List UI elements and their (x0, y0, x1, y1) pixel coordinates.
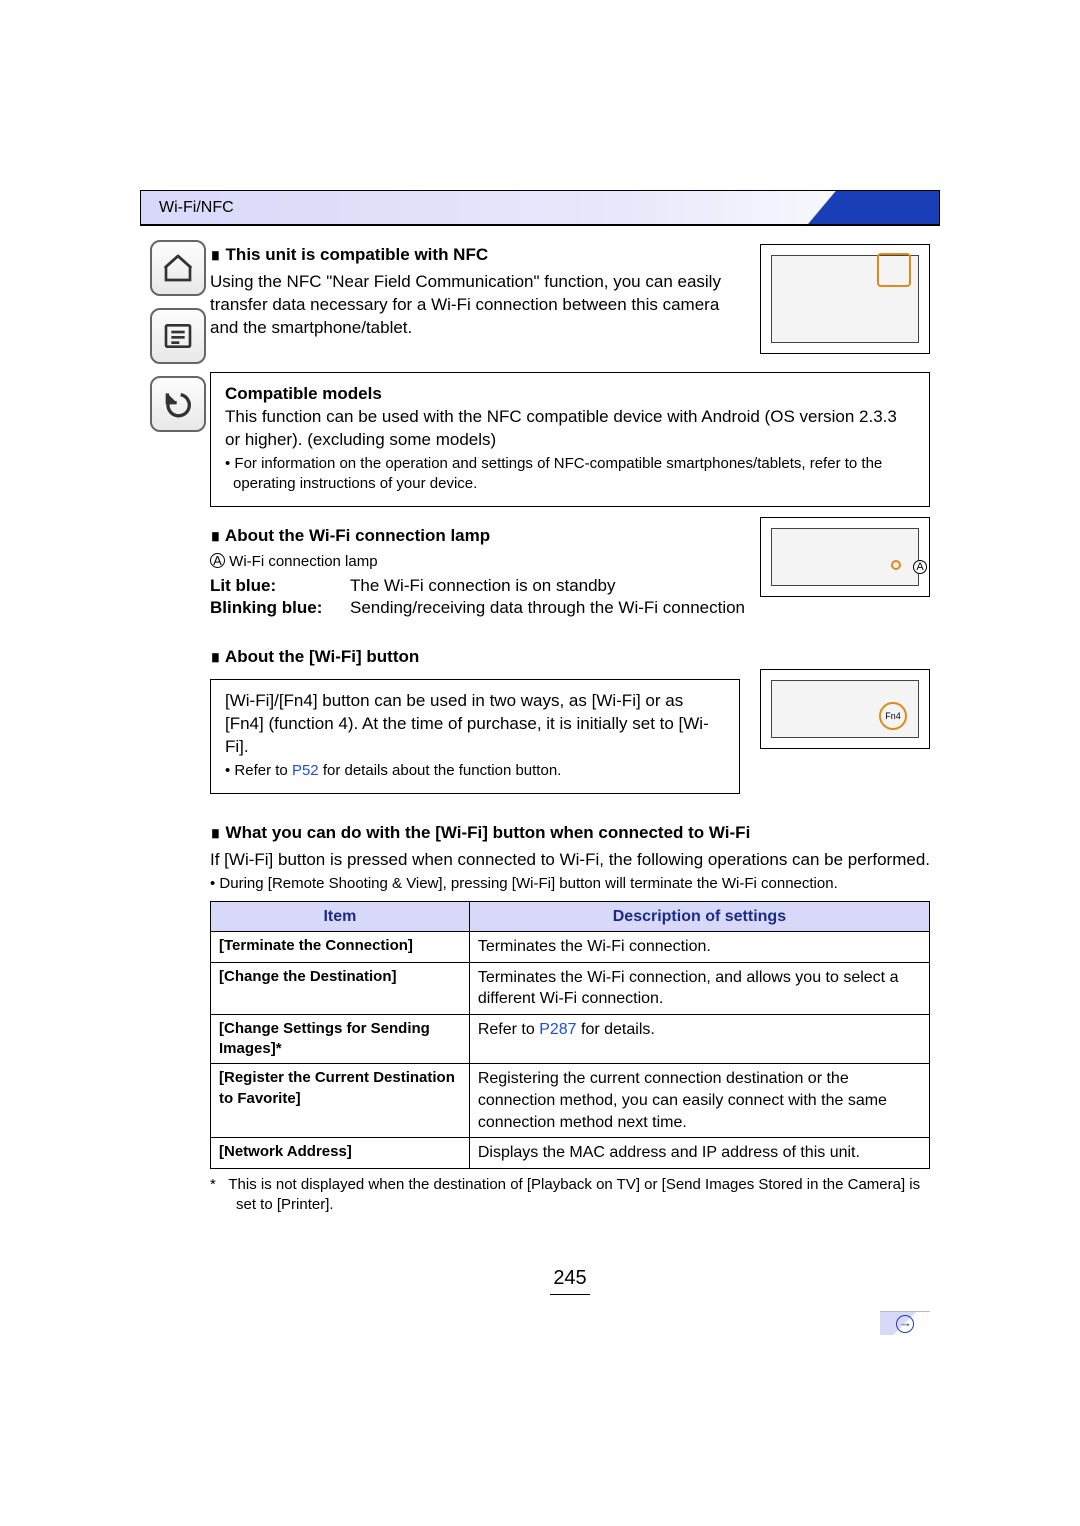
page-number: 245 (550, 1265, 590, 1295)
wifi-button-bullet: • Refer to P52 for details about the fun… (225, 761, 725, 781)
table-row: [Change Settings for Sending Images]* Re… (211, 1014, 930, 1064)
table-footnote: * This is not displayed when the destina… (210, 1175, 930, 1216)
table-head-item: Item (211, 901, 470, 932)
section-whatcan-heading: What you can do with the [Wi-Fi] button … (210, 822, 930, 845)
whatcan-intro: If [Wi-Fi] button is pressed when connec… (210, 849, 930, 872)
compatible-models-bullet: • For information on the operation and s… (225, 454, 915, 495)
link-p52[interactable]: P52 (292, 762, 319, 779)
wifi-lamp-illustration: A (760, 517, 930, 597)
next-page-button[interactable] (880, 1311, 930, 1335)
blinking-blue-label: Blinking blue: (210, 597, 350, 620)
wifi-button-illustration: Fn4 (760, 669, 930, 749)
table-row: [Register the Current Destination to Fav… (211, 1064, 930, 1138)
wifi-button-box: [Wi-Fi]/[Fn4] button can be used in two … (210, 679, 740, 794)
link-p287[interactable]: P287 (539, 1021, 576, 1038)
wifi-button-body: [Wi-Fi]/[Fn4] button can be used in two … (225, 690, 725, 759)
arrow-right-icon (896, 1315, 914, 1333)
table-row: [Change the Destination] Terminates the … (211, 962, 930, 1014)
breadcrumb: Wi-Fi/NFC (159, 199, 234, 216)
nfc-illustration (760, 244, 930, 354)
lit-blue-label: Lit blue: (210, 575, 350, 598)
whatcan-note: • During [Remote Shooting & View], press… (210, 874, 930, 894)
compatible-models-box: Compatible models This function can be u… (210, 372, 930, 507)
compatible-models-text: This function can be used with the NFC c… (225, 406, 915, 452)
wifi-operations-table: Item Description of settings [Terminate … (210, 901, 930, 1169)
table-row: [Terminate the Connection] Terminates th… (211, 932, 930, 963)
blinking-blue-desc: Sending/receiving data through the Wi-Fi… (350, 597, 930, 620)
table-row: [Network Address] Displays the MAC addre… (211, 1138, 930, 1169)
compatible-models-heading: Compatible models (225, 383, 915, 406)
section-header: Wi-Fi/NFC (140, 190, 940, 224)
table-head-desc: Description of settings (469, 901, 929, 932)
section-wifi-button-heading: About the [Wi-Fi] button (210, 646, 930, 669)
